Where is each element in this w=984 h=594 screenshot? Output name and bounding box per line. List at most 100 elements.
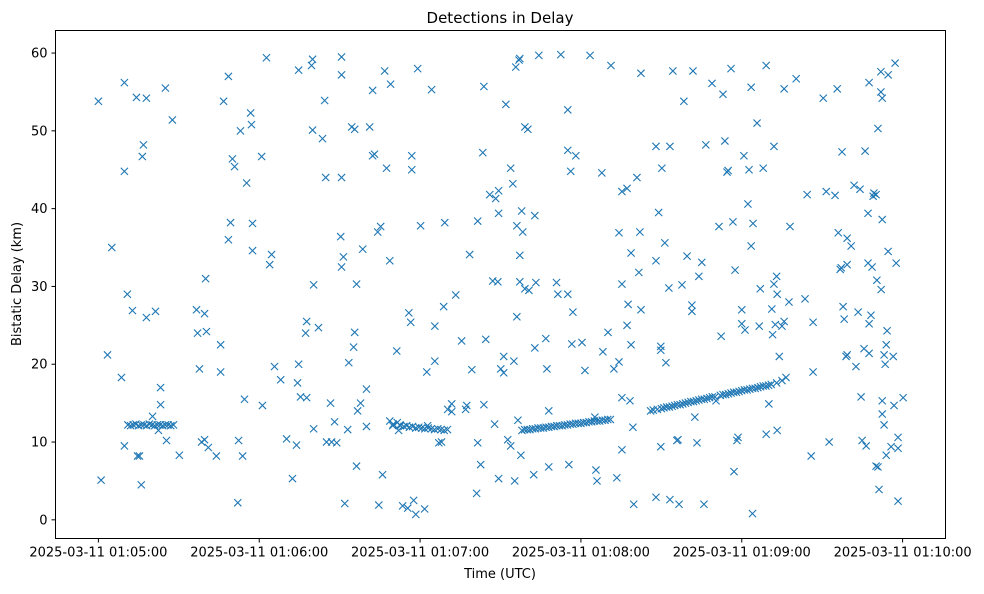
data-point (651, 142, 660, 151)
data-point (370, 150, 379, 159)
data-point (876, 87, 885, 96)
data-point (833, 84, 842, 93)
data-point (439, 302, 448, 311)
data-point (430, 357, 439, 366)
data-point (258, 401, 267, 410)
data-point (727, 64, 736, 73)
data-point (702, 394, 711, 403)
data-point (609, 364, 618, 373)
data-point (192, 305, 201, 314)
data-point (161, 84, 170, 93)
data-point (137, 480, 146, 489)
data-point (103, 350, 112, 359)
data-point (409, 496, 418, 505)
data-point (510, 476, 519, 485)
data-point (878, 396, 887, 405)
x-axis: 2025-03-11 01:05:00 2025-03-11 01:06:00 20… (29, 538, 972, 561)
data-point (654, 208, 663, 217)
data-point (382, 164, 391, 173)
data-point (636, 69, 645, 78)
data-point (123, 290, 132, 299)
data-point (385, 256, 394, 265)
data-point (866, 311, 875, 320)
data-point (768, 330, 777, 339)
data-point (200, 435, 209, 444)
x-tick-label: 2025-03-11 01:05:00 (29, 546, 167, 561)
data-point (872, 276, 881, 285)
data-point (878, 94, 887, 103)
data-point (878, 410, 887, 419)
data-point (506, 441, 515, 450)
data-point (847, 242, 856, 250)
data-point (868, 263, 877, 271)
data-point (142, 94, 151, 103)
y-axis: 0 10 20 30 40 50 60 (31, 47, 56, 528)
data-point (120, 167, 129, 176)
data-point (139, 140, 148, 149)
data-point (892, 259, 901, 268)
data-point (443, 425, 452, 434)
data-point (440, 426, 449, 435)
data-point (337, 263, 346, 271)
data-point (481, 335, 490, 344)
data-point (126, 421, 135, 430)
data-point (739, 151, 748, 160)
data-point (515, 277, 524, 286)
data-point (668, 402, 677, 411)
data-point (202, 327, 211, 336)
data-point (501, 100, 510, 109)
data-point (873, 462, 882, 471)
data-point (337, 70, 346, 79)
data-point (734, 433, 743, 442)
y-tick-label: 40 (31, 202, 48, 217)
data-point (358, 245, 367, 254)
x-axis-label: Time (UTC) (463, 567, 536, 582)
data-point (512, 312, 521, 321)
data-point (462, 401, 471, 410)
data-point (708, 79, 716, 88)
data-point (807, 452, 816, 461)
data-point (224, 235, 233, 244)
data-point (687, 301, 696, 310)
data-point (692, 396, 701, 405)
data-point (764, 381, 773, 390)
data-point (624, 300, 633, 309)
data-point (651, 256, 660, 265)
data-point (413, 64, 422, 73)
data-point (730, 467, 738, 476)
data-point (422, 368, 431, 377)
data-point (660, 238, 669, 247)
data-point (204, 443, 213, 452)
data-point (440, 218, 449, 227)
data-point (567, 340, 576, 349)
data-point (566, 167, 575, 176)
data-point (780, 317, 789, 326)
data-point (753, 383, 762, 392)
data-point (617, 187, 626, 196)
data-point (515, 54, 524, 63)
data-point (563, 105, 572, 114)
data-point (337, 52, 346, 61)
data-point (772, 272, 781, 281)
data-point (457, 336, 466, 345)
data-point (405, 423, 414, 432)
data-point (586, 51, 595, 60)
data-point (479, 400, 488, 409)
y-tick-label: 10 (31, 436, 48, 451)
data-point (665, 403, 674, 412)
data-point (508, 179, 517, 188)
y-tick-label: 30 (31, 280, 48, 295)
data-point (216, 368, 225, 377)
data-point (862, 441, 871, 450)
data-point (894, 433, 903, 442)
data-point (417, 424, 426, 433)
data-point (664, 284, 673, 292)
x-tick-label: 2025-03-11 01:06:00 (190, 546, 328, 561)
data-point (843, 234, 852, 243)
data-point (656, 346, 665, 355)
data-point (200, 309, 209, 318)
data-point (403, 504, 412, 513)
data-point (724, 389, 733, 398)
data-point (308, 126, 317, 135)
